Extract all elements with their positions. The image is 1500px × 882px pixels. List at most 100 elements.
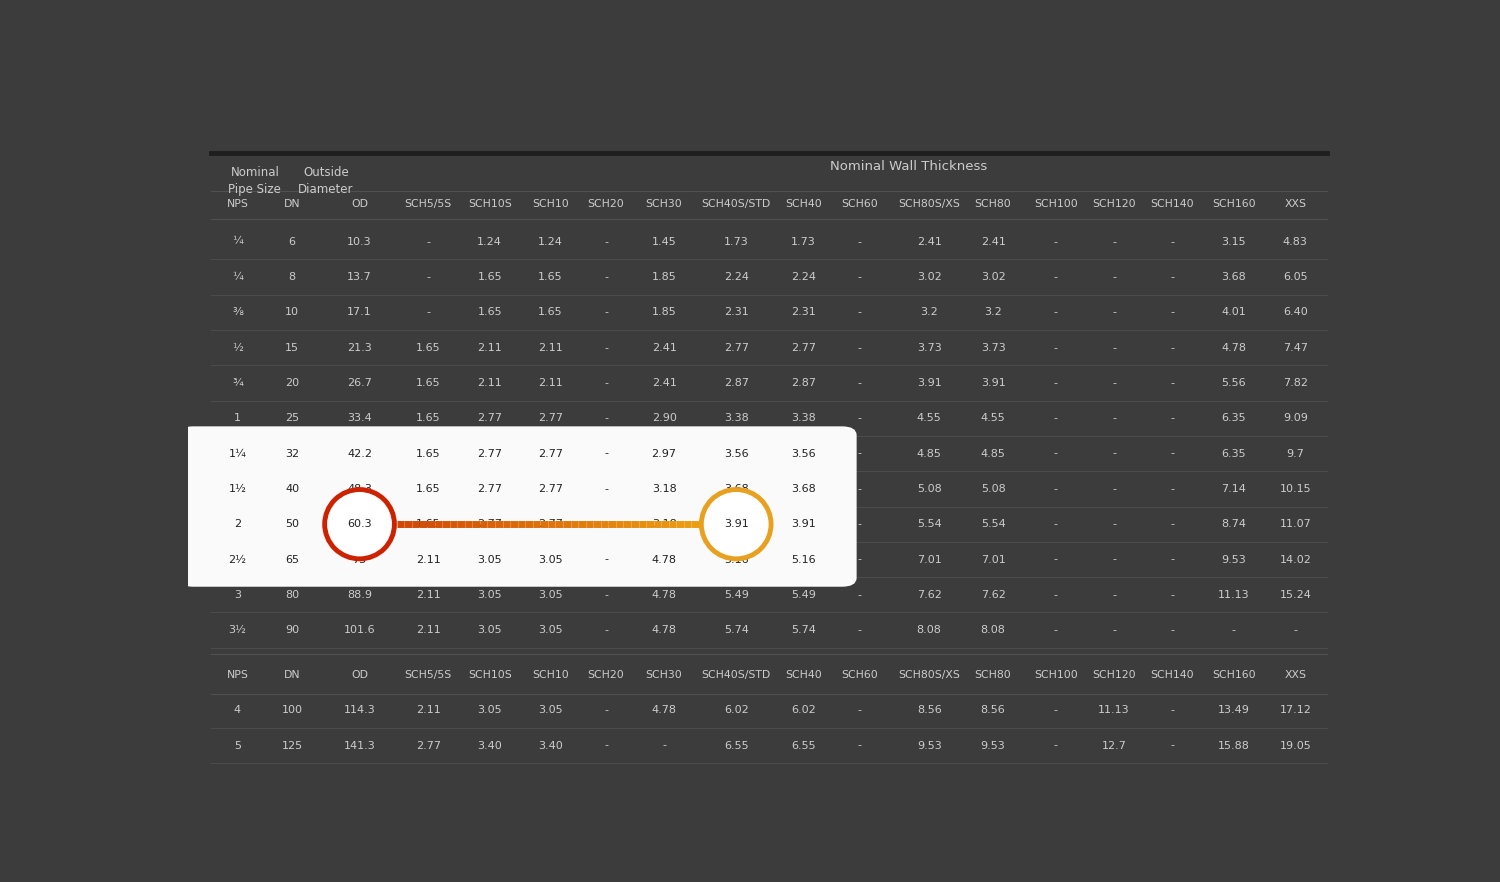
Text: 5.56: 5.56 — [1221, 377, 1246, 388]
Text: -: - — [1170, 449, 1174, 459]
Text: 3.73: 3.73 — [981, 342, 1005, 353]
Text: Nominal Wall Thickness: Nominal Wall Thickness — [830, 161, 987, 173]
Text: -: - — [604, 414, 608, 423]
Text: -: - — [858, 449, 861, 459]
Text: -: - — [604, 377, 608, 388]
Text: SCH100: SCH100 — [1034, 670, 1078, 680]
Text: -: - — [604, 590, 608, 600]
Text: 4.55: 4.55 — [981, 414, 1005, 423]
Text: 2.77: 2.77 — [723, 342, 748, 353]
Text: -: - — [1170, 519, 1174, 529]
Text: -: - — [604, 307, 608, 318]
FancyBboxPatch shape — [180, 427, 856, 586]
Text: -: - — [1054, 342, 1058, 353]
Text: 3.91: 3.91 — [792, 519, 816, 529]
Text: SCH160: SCH160 — [1212, 199, 1255, 209]
Text: -: - — [1054, 307, 1058, 318]
Text: -: - — [604, 706, 608, 715]
Text: -: - — [426, 307, 430, 318]
Text: 3.38: 3.38 — [724, 414, 748, 423]
Text: 2.24: 2.24 — [790, 272, 816, 282]
Text: -: - — [1170, 484, 1174, 494]
Text: 3.05: 3.05 — [477, 590, 502, 600]
Text: 5.54: 5.54 — [981, 519, 1005, 529]
Text: -: - — [1170, 590, 1174, 600]
Text: XXS: XXS — [1284, 670, 1306, 680]
Text: 13.49: 13.49 — [1218, 706, 1249, 715]
Text: 4.78: 4.78 — [651, 625, 676, 635]
Text: 3.05: 3.05 — [477, 625, 502, 635]
Text: -: - — [604, 484, 608, 494]
Text: 2.87: 2.87 — [790, 377, 816, 388]
Text: SCH80: SCH80 — [975, 670, 1011, 680]
Text: 3.05: 3.05 — [477, 555, 502, 564]
Text: ⅜: ⅜ — [232, 307, 243, 318]
Text: -: - — [858, 377, 861, 388]
Text: 13.7: 13.7 — [346, 272, 372, 282]
Text: SCH20: SCH20 — [588, 670, 624, 680]
Text: 15.88: 15.88 — [1218, 741, 1249, 751]
Text: 3.02: 3.02 — [916, 272, 942, 282]
Text: 1¼: 1¼ — [228, 449, 246, 459]
Text: 3.18: 3.18 — [651, 484, 676, 494]
Text: 2.41: 2.41 — [651, 342, 676, 353]
Text: 3.02: 3.02 — [981, 272, 1005, 282]
Text: 7.82: 7.82 — [1282, 377, 1308, 388]
Text: 5.49: 5.49 — [724, 590, 748, 600]
Text: 6.02: 6.02 — [792, 706, 816, 715]
Text: SCH10: SCH10 — [532, 670, 568, 680]
Text: 2.77: 2.77 — [537, 449, 562, 459]
Text: 21.3: 21.3 — [346, 342, 372, 353]
Text: -: - — [604, 342, 608, 353]
Text: SCH5/5S: SCH5/5S — [405, 199, 451, 209]
Text: SCH30: SCH30 — [645, 670, 682, 680]
Text: 3.68: 3.68 — [792, 484, 816, 494]
Text: SCH10S: SCH10S — [468, 670, 512, 680]
Text: 8.74: 8.74 — [1221, 519, 1246, 529]
Text: -: - — [1112, 414, 1116, 423]
Text: 2.31: 2.31 — [792, 307, 816, 318]
Text: 1.73: 1.73 — [792, 236, 816, 247]
Text: 4.78: 4.78 — [651, 590, 676, 600]
Text: 3.91: 3.91 — [724, 519, 748, 529]
Text: 6.35: 6.35 — [1221, 414, 1246, 423]
Text: 2.77: 2.77 — [477, 414, 502, 423]
Text: -: - — [604, 449, 608, 459]
Text: 9.53: 9.53 — [916, 741, 942, 751]
Text: 6.55: 6.55 — [724, 741, 748, 751]
Text: 6.35: 6.35 — [1221, 449, 1246, 459]
Text: 14.02: 14.02 — [1280, 555, 1311, 564]
Text: 2.77: 2.77 — [537, 484, 562, 494]
Text: 60.3: 60.3 — [346, 519, 372, 529]
Text: DN: DN — [284, 670, 300, 680]
Text: 2.41: 2.41 — [651, 377, 676, 388]
Text: -: - — [1170, 555, 1174, 564]
Text: 2.77: 2.77 — [477, 449, 502, 459]
Text: -: - — [426, 236, 430, 247]
Text: 2.41: 2.41 — [916, 236, 942, 247]
Text: -: - — [1170, 307, 1174, 318]
Text: -: - — [604, 625, 608, 635]
Text: 5.74: 5.74 — [790, 625, 816, 635]
Text: -: - — [604, 555, 608, 564]
Text: 3.91: 3.91 — [724, 519, 748, 529]
Text: 9.09: 9.09 — [1282, 414, 1308, 423]
Text: 3.73: 3.73 — [916, 342, 942, 353]
Text: -: - — [1054, 519, 1058, 529]
Text: 9.53: 9.53 — [981, 741, 1005, 751]
Text: -: - — [858, 307, 861, 318]
Text: -: - — [858, 484, 861, 494]
Text: 2.11: 2.11 — [416, 555, 441, 564]
Text: -: - — [1112, 555, 1116, 564]
Text: NPS: NPS — [226, 670, 249, 680]
Text: SCH20: SCH20 — [588, 199, 624, 209]
Text: -: - — [1112, 377, 1116, 388]
Text: -: - — [1112, 590, 1116, 600]
Text: -: - — [1054, 555, 1058, 564]
Text: -: - — [858, 741, 861, 751]
Text: 5.74: 5.74 — [724, 625, 748, 635]
Text: 8.08: 8.08 — [981, 625, 1005, 635]
Text: -: - — [1170, 236, 1174, 247]
Text: 1.45: 1.45 — [651, 236, 676, 247]
Text: 2.11: 2.11 — [538, 342, 562, 353]
